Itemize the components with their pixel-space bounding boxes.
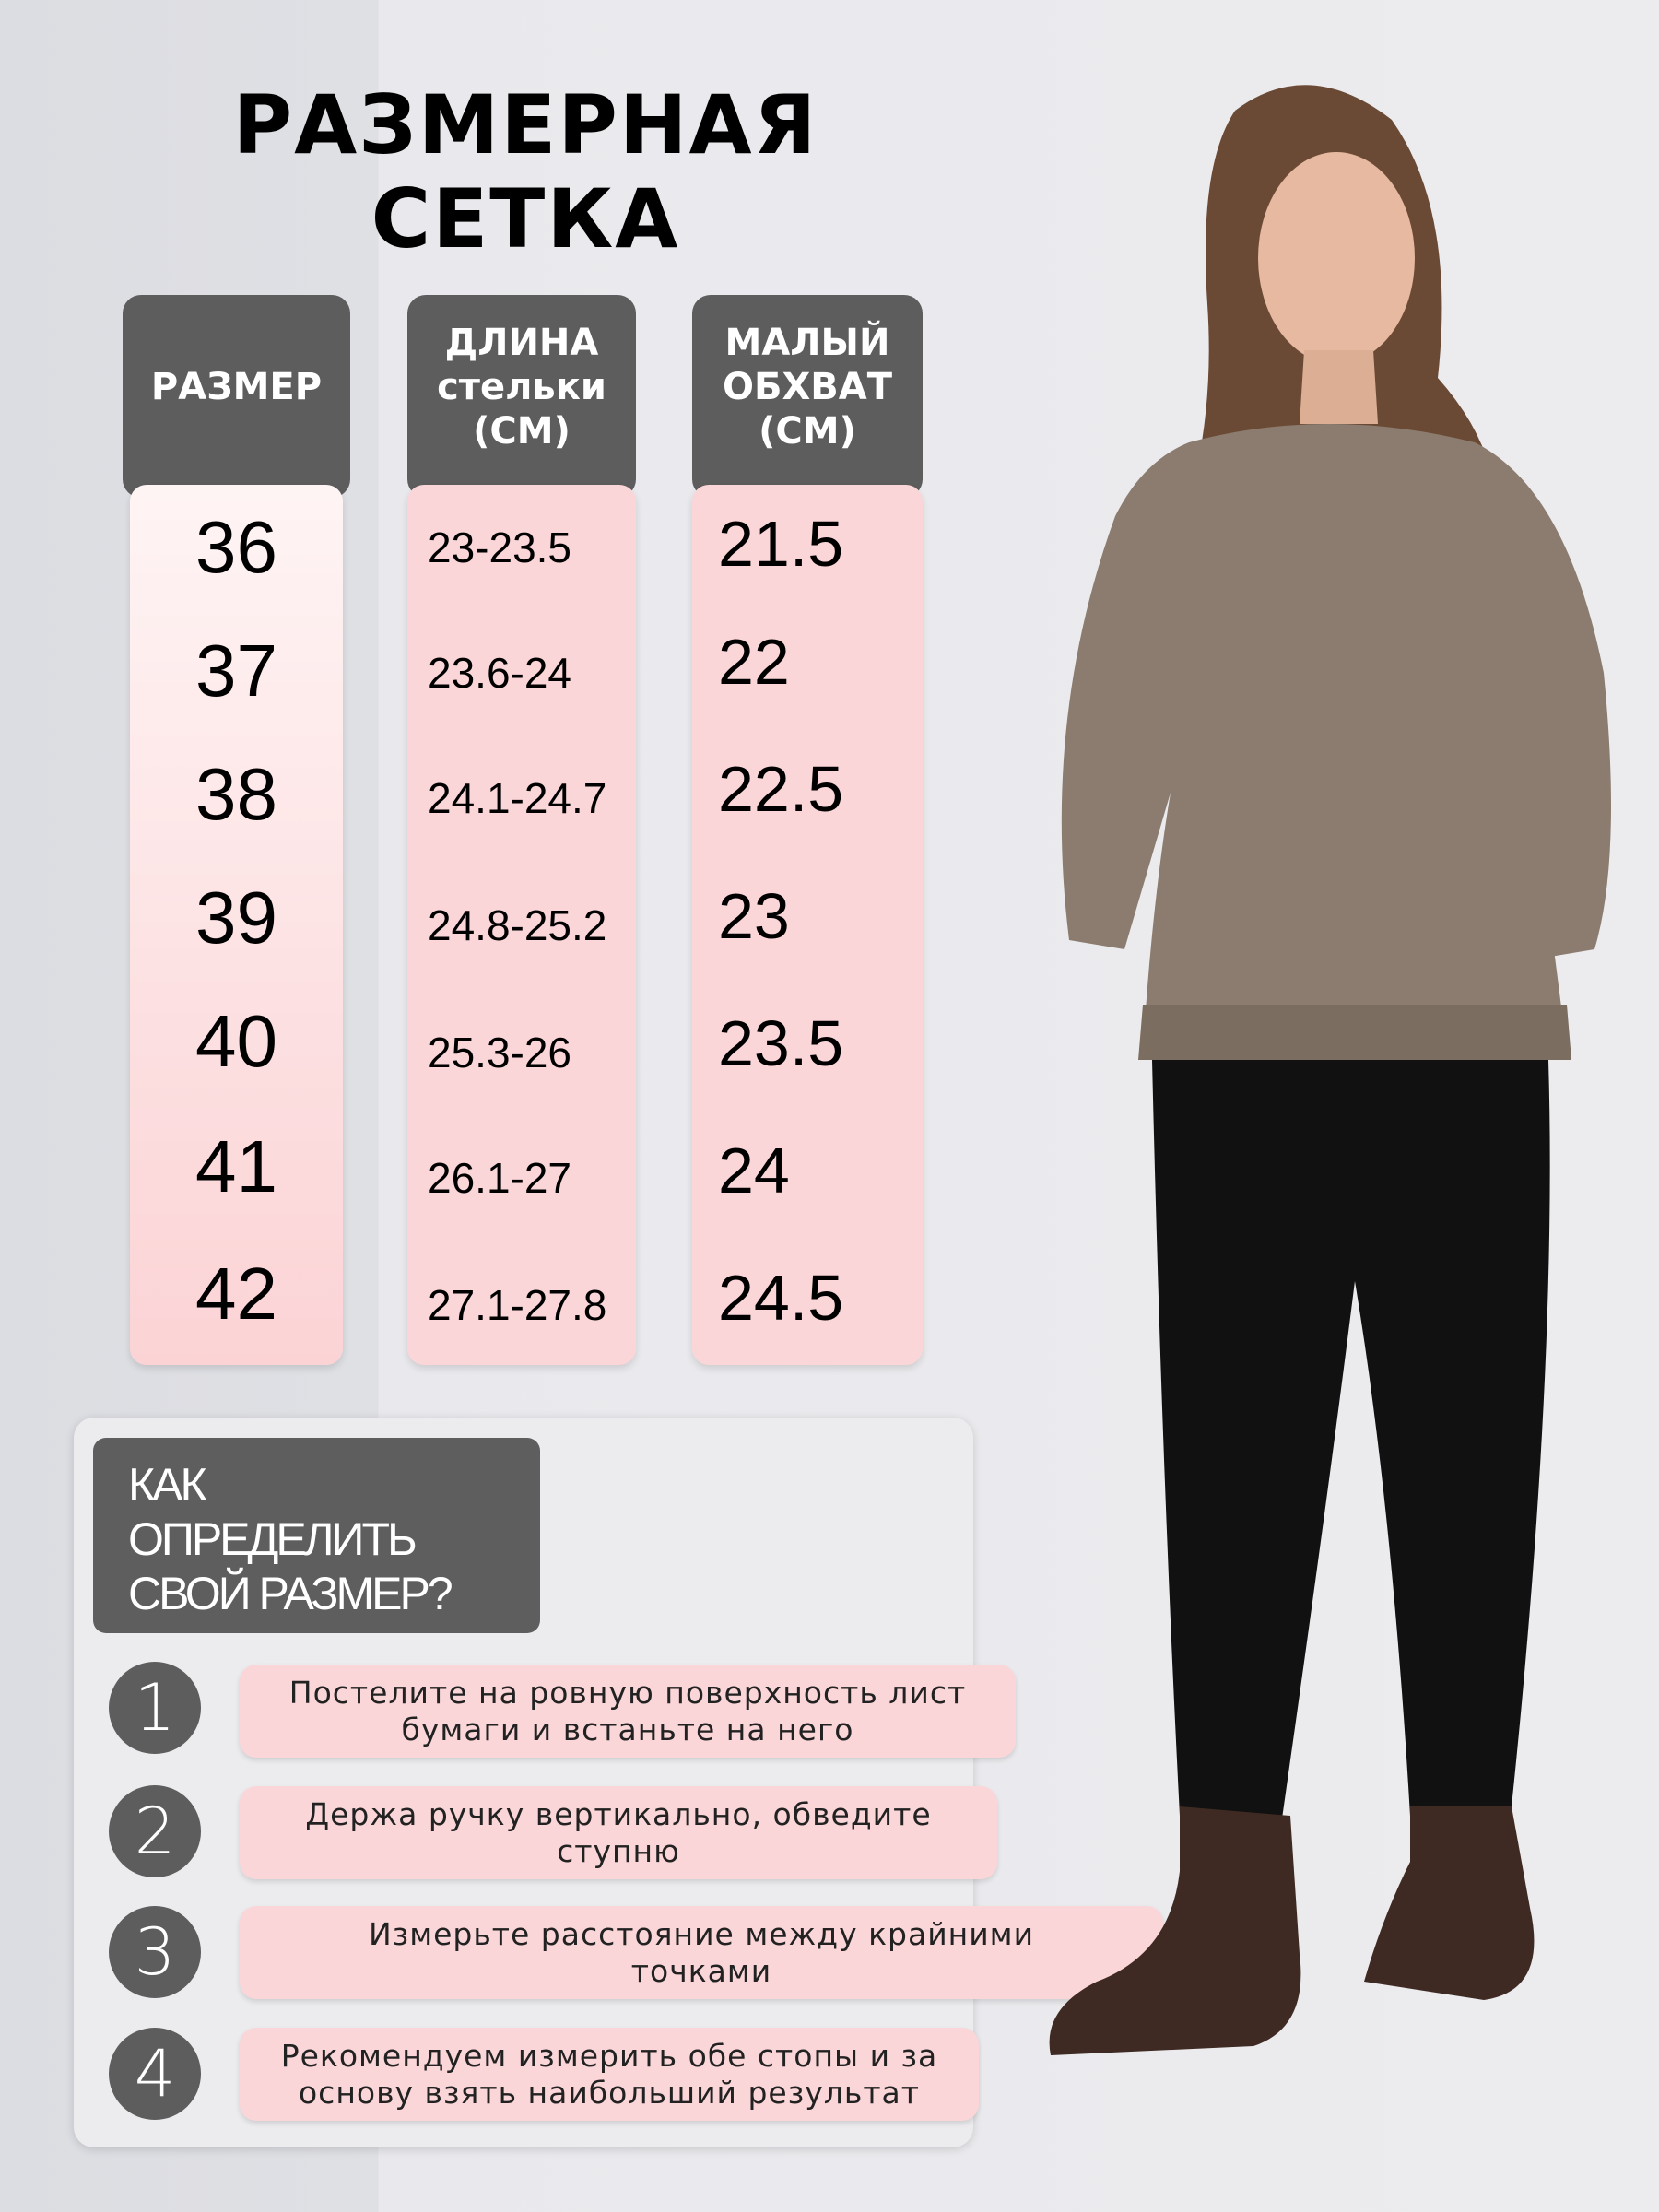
step-text: Держа ручку вертикально, обведите ступню [240, 1786, 997, 1879]
step-text: Измерьте расстояние между крайними точка… [240, 1906, 1163, 1999]
girth-cell: 22.5 [718, 752, 844, 825]
insole-cell: 23.6-24 [428, 648, 572, 697]
howto-title-line: КАК [128, 1459, 207, 1511]
face [1258, 152, 1415, 364]
header-line: (СМ) [473, 410, 571, 453]
girth-cell: 23.5 [718, 1006, 844, 1079]
girth-cell: 21.5 [718, 507, 844, 580]
girth-cell: 24.5 [718, 1261, 844, 1334]
size-cell: 37 [195, 629, 277, 712]
howto-title: КАК ОПРЕДЕЛИТЬ СВОЙ РАЗМЕР? [93, 1438, 540, 1633]
size-cell: 36 [195, 505, 277, 588]
size-column: 36 37 38 39 40 41 42 [130, 485, 343, 1365]
insole-cell: 25.3-26 [428, 1028, 572, 1077]
howto-title-line: ОПРЕДЕЛИТЬ [128, 1513, 418, 1565]
title-line-1: РАЗМЕРНАЯ [232, 77, 818, 172]
boot-left [1049, 1806, 1301, 2055]
size-cell: 40 [195, 999, 277, 1082]
howto-panel: КАК ОПРЕДЕЛИТЬ СВОЙ РАЗМЕР? 1 Постелите … [74, 1418, 1163, 2147]
header-line: (СМ) [759, 410, 856, 453]
title-line-2: СЕТКА [371, 171, 680, 266]
sweater [1061, 424, 1611, 1051]
insole-cell: 27.1-27.8 [428, 1280, 607, 1329]
step-number: 2 [109, 1785, 201, 1877]
header-girth: МАЛЫЙ ОБХВАТ (СМ) [692, 295, 923, 498]
header-line: ОБХВАТ [722, 366, 893, 408]
insole-cell: 24.8-25.2 [428, 900, 607, 949]
girth-cell: 22 [718, 625, 790, 698]
header-line: ДЛИНА [444, 322, 599, 364]
header-insole-length: ДЛИНА стельки (СМ) [407, 295, 636, 498]
howto-title-line: СВОЙ РАЗМЕР? [128, 1568, 453, 1619]
insole-length-column: 23-23.5 23.6-24 24.1-24.7 24.8-25.2 25.3… [407, 485, 636, 1365]
step-number: 4 [109, 2028, 201, 2120]
size-cell: 39 [195, 876, 277, 959]
step-number: 3 [109, 1906, 201, 1998]
size-cell: 38 [195, 752, 277, 835]
girth-cell: 23 [718, 879, 790, 952]
girth-cell: 24 [718, 1134, 790, 1206]
neck [1300, 350, 1378, 424]
insole-cell: 24.1-24.7 [428, 773, 607, 822]
sweater-hem [1138, 1005, 1571, 1060]
insole-cell: 23-23.5 [428, 523, 572, 571]
girth-column: 21.5 22 22.5 23 23.5 24 24.5 [692, 485, 923, 1365]
header-line: МАЛЫЙ [724, 322, 890, 364]
size-cell: 42 [195, 1252, 277, 1335]
model-photo [1049, 85, 1611, 2055]
header-size: РАЗМЕР [123, 295, 350, 498]
step-number: 1 [109, 1662, 201, 1754]
boot-right [1364, 1806, 1535, 2000]
step-text: Постелите на ровную поверхность лист бум… [240, 1665, 1016, 1758]
header-line: стельки [437, 366, 606, 408]
size-cell: 41 [195, 1124, 277, 1207]
header-size-label: РАЗМЕР [150, 366, 323, 408]
insole-cell: 26.1-27 [428, 1153, 572, 1202]
pants [1152, 1060, 1550, 1825]
step-text: Рекомендуем измерить обе стопы и за осно… [240, 2028, 979, 2121]
